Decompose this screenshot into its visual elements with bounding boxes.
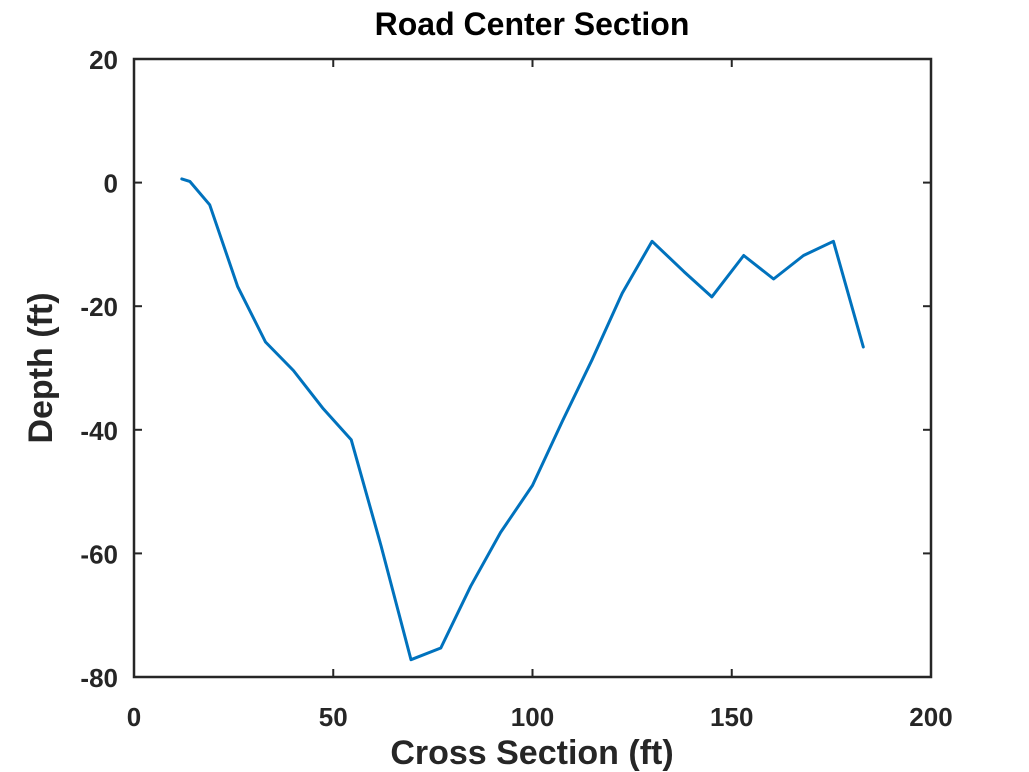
x-axis-label: Cross Section (ft) bbox=[390, 734, 673, 772]
y-tick-label: -60 bbox=[80, 539, 118, 569]
y-tick-label: 20 bbox=[89, 45, 118, 75]
x-tick-label: 100 bbox=[511, 702, 554, 732]
chart-title: Road Center Section bbox=[375, 6, 690, 42]
x-tick-label: 0 bbox=[127, 702, 141, 732]
y-tick-label: -40 bbox=[80, 416, 118, 446]
y-axis-label: Depth (ft) bbox=[22, 292, 60, 443]
x-tick-label: 200 bbox=[909, 702, 952, 732]
y-tick-label: -20 bbox=[80, 292, 118, 322]
series-line bbox=[180, 177, 865, 662]
y-tick-label: -80 bbox=[80, 663, 118, 693]
x-tick-label: 50 bbox=[319, 702, 348, 732]
plot-area bbox=[132, 57, 933, 679]
y-tick-label: 0 bbox=[104, 169, 118, 199]
x-tick-label: 150 bbox=[710, 702, 753, 732]
